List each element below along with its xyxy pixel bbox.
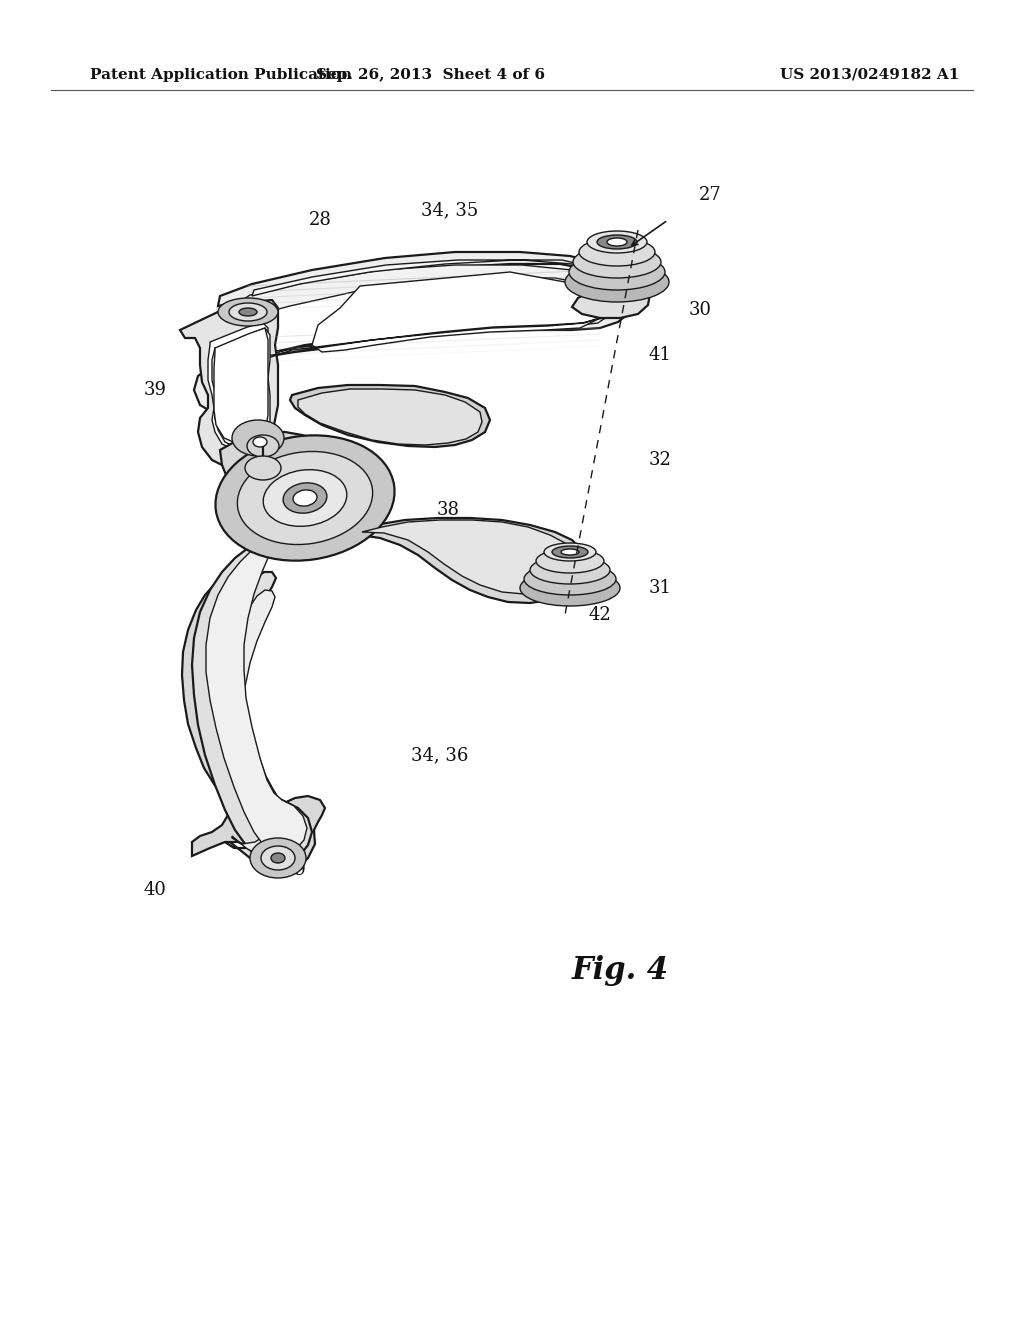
Text: 33: 33 (218, 511, 242, 529)
Polygon shape (355, 517, 586, 603)
Polygon shape (210, 265, 616, 395)
Text: 28: 28 (308, 211, 332, 228)
Text: Fig. 4: Fig. 4 (571, 954, 669, 986)
Polygon shape (298, 389, 482, 445)
Ellipse shape (607, 238, 627, 246)
Ellipse shape (544, 543, 596, 561)
Polygon shape (180, 300, 278, 469)
Polygon shape (572, 282, 650, 318)
Text: 29: 29 (284, 861, 306, 879)
Ellipse shape (597, 235, 637, 249)
Ellipse shape (250, 838, 306, 878)
Polygon shape (220, 432, 375, 539)
Text: 27: 27 (698, 186, 721, 205)
Ellipse shape (573, 246, 662, 279)
Text: 41: 41 (648, 346, 672, 364)
Ellipse shape (238, 451, 373, 545)
Text: 38: 38 (436, 502, 460, 519)
Text: 34, 36: 34, 36 (412, 746, 469, 764)
Polygon shape (218, 260, 622, 397)
Ellipse shape (215, 436, 394, 561)
Polygon shape (194, 252, 632, 412)
Ellipse shape (229, 304, 267, 321)
Text: 30: 30 (688, 301, 712, 319)
Polygon shape (208, 322, 268, 450)
Ellipse shape (253, 437, 267, 447)
Text: 39: 39 (143, 381, 167, 399)
Text: US 2013/0249182 A1: US 2013/0249182 A1 (780, 69, 959, 82)
Text: Sep. 26, 2013  Sheet 4 of 6: Sep. 26, 2013 Sheet 4 of 6 (315, 69, 545, 82)
Ellipse shape (530, 556, 610, 583)
Text: 42: 42 (589, 606, 611, 624)
Ellipse shape (587, 231, 647, 253)
Ellipse shape (247, 436, 279, 457)
Text: 31: 31 (648, 579, 672, 597)
Ellipse shape (552, 546, 588, 558)
Text: 40: 40 (143, 880, 167, 899)
Ellipse shape (520, 570, 620, 606)
Ellipse shape (536, 549, 604, 573)
Ellipse shape (218, 298, 278, 326)
Ellipse shape (561, 549, 579, 554)
Ellipse shape (569, 253, 665, 290)
Ellipse shape (524, 564, 616, 595)
Text: 37: 37 (449, 421, 471, 440)
Ellipse shape (263, 470, 347, 527)
Polygon shape (290, 385, 490, 447)
Ellipse shape (271, 853, 285, 863)
Polygon shape (312, 272, 600, 352)
Ellipse shape (245, 455, 281, 480)
Polygon shape (215, 572, 313, 869)
Polygon shape (193, 540, 312, 866)
Text: Patent Application Publication: Patent Application Publication (90, 69, 352, 82)
Ellipse shape (565, 261, 669, 302)
Ellipse shape (293, 490, 317, 506)
Polygon shape (182, 582, 325, 870)
Polygon shape (214, 327, 268, 444)
Polygon shape (362, 520, 575, 594)
Polygon shape (206, 543, 307, 855)
Polygon shape (227, 590, 302, 858)
Text: 34, 35: 34, 35 (421, 201, 478, 219)
Ellipse shape (283, 483, 327, 513)
Ellipse shape (579, 238, 655, 267)
Ellipse shape (239, 308, 257, 315)
Ellipse shape (261, 846, 295, 870)
Ellipse shape (232, 420, 284, 455)
Polygon shape (212, 327, 270, 447)
Text: 32: 32 (648, 451, 672, 469)
